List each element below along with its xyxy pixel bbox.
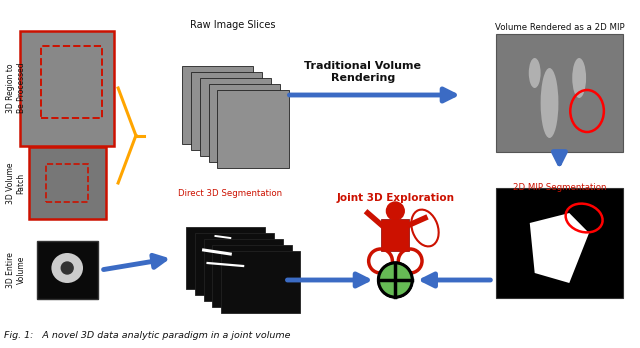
Bar	[496, 188, 623, 298]
Polygon shape	[530, 213, 589, 283]
Bar	[36, 241, 98, 299]
Polygon shape	[200, 78, 271, 156]
Circle shape	[61, 262, 73, 274]
Polygon shape	[221, 251, 300, 313]
Ellipse shape	[529, 58, 541, 88]
Text: Direct 3D Segmentation: Direct 3D Segmentation	[178, 189, 282, 198]
Text: 2D MIP Segmentation: 2D MIP Segmentation	[513, 183, 606, 192]
Polygon shape	[209, 84, 280, 162]
Bar	[29, 147, 106, 219]
Circle shape	[387, 202, 404, 220]
Circle shape	[378, 262, 413, 298]
Text: Volume Rendered as a 2D MIP: Volume Rendered as a 2D MIP	[495, 23, 624, 32]
Circle shape	[378, 263, 412, 297]
Text: Fig. 1:   A novel 3D data analytic paradigm in a joint volume: Fig. 1: A novel 3D data analytic paradig…	[4, 331, 291, 340]
Text: 3D Entire
Volume: 3D Entire Volume	[6, 252, 26, 288]
Ellipse shape	[572, 58, 586, 98]
Polygon shape	[191, 72, 262, 150]
Polygon shape	[186, 227, 265, 289]
Polygon shape	[195, 233, 274, 295]
Bar	[47, 164, 88, 202]
Polygon shape	[212, 245, 292, 307]
Polygon shape	[218, 90, 289, 168]
Polygon shape	[204, 239, 283, 301]
Polygon shape	[182, 66, 253, 144]
Text: Traditional Volume
Rendering: Traditional Volume Rendering	[304, 61, 421, 83]
Ellipse shape	[51, 253, 83, 283]
Text: Joint 3D Exploration: Joint 3D Exploration	[337, 193, 454, 203]
Ellipse shape	[541, 68, 559, 138]
Bar	[40, 46, 102, 118]
Text: 3D Volume
Patch: 3D Volume Patch	[6, 162, 26, 204]
Text: 3D Region to
Be Processed: 3D Region to Be Processed	[6, 63, 26, 113]
Bar	[496, 34, 623, 152]
Bar	[20, 31, 114, 145]
Bar	[381, 219, 409, 251]
Text: Raw Image Slices: Raw Image Slices	[191, 20, 276, 30]
